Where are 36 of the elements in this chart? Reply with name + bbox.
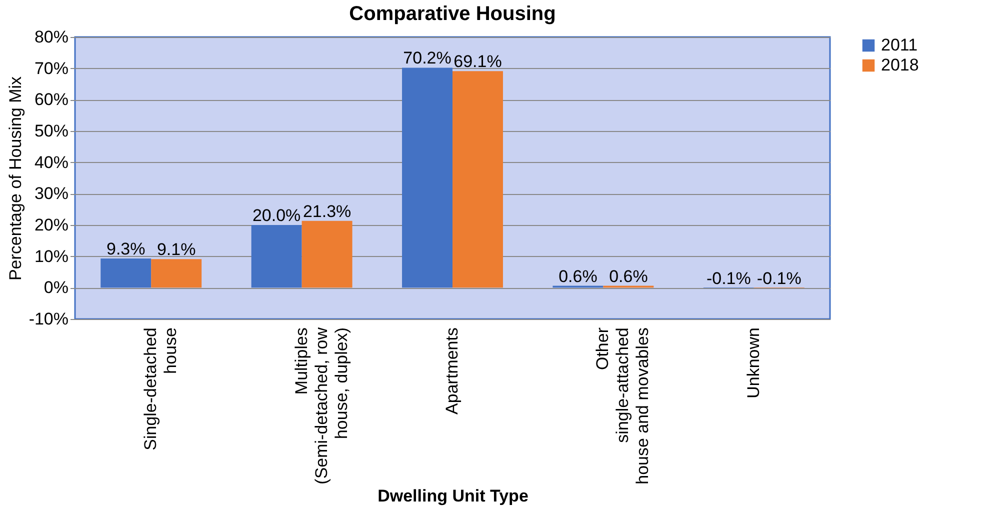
data-label: 9.1% — [156, 240, 196, 260]
bar — [100, 258, 152, 288]
data-label: 69.1% — [454, 52, 502, 72]
x-tick-label: Other single-attached house and movables — [593, 327, 652, 484]
x-tick-label: Multiples (Semi-detached, row house, duplex) — [292, 326, 351, 484]
y-tick-label: 50% — [34, 122, 68, 140]
data-label: 21.3% — [302, 202, 352, 221]
y-tick-label: 80% — [34, 28, 68, 46]
chart-title: Comparative Housing — [349, 3, 556, 25]
y-tick-label: 60% — [34, 90, 68, 110]
x-tick-label: Apartments — [442, 328, 462, 414]
y-tick-label: 70% — [34, 58, 68, 78]
y-axis-title: Percentage of Housing Mix — [6, 76, 25, 281]
bar — [302, 220, 352, 288]
x-tick-label: Single-detached house — [141, 328, 180, 450]
y-tick-label: 0% — [44, 278, 68, 298]
bar — [402, 68, 452, 288]
legend-label: 2011 — [881, 36, 918, 54]
data-label: 0.6% — [609, 266, 648, 286]
data-label: 20.0% — [252, 206, 301, 225]
bar — [452, 71, 503, 288]
y-tick-label: 20% — [34, 216, 68, 234]
legend-label: 2018 — [881, 56, 919, 74]
x-tick-label: Unknown — [744, 328, 763, 398]
bar — [251, 225, 302, 288]
y-tick-label: 40% — [34, 152, 68, 172]
bar — [151, 259, 202, 288]
data-label: -0.1% — [706, 268, 751, 288]
data-label: -0.1% — [756, 268, 802, 288]
y-tick-label: -10% — [28, 310, 68, 328]
data-label: 0.6% — [558, 266, 598, 286]
y-tick-label: 10% — [34, 246, 68, 266]
data-label: 9.3% — [106, 240, 146, 259]
y-tick-label: 30% — [34, 184, 68, 204]
data-label: 70.2% — [403, 48, 452, 68]
x-axis-title: Dwelling Unit Type — [378, 486, 528, 506]
